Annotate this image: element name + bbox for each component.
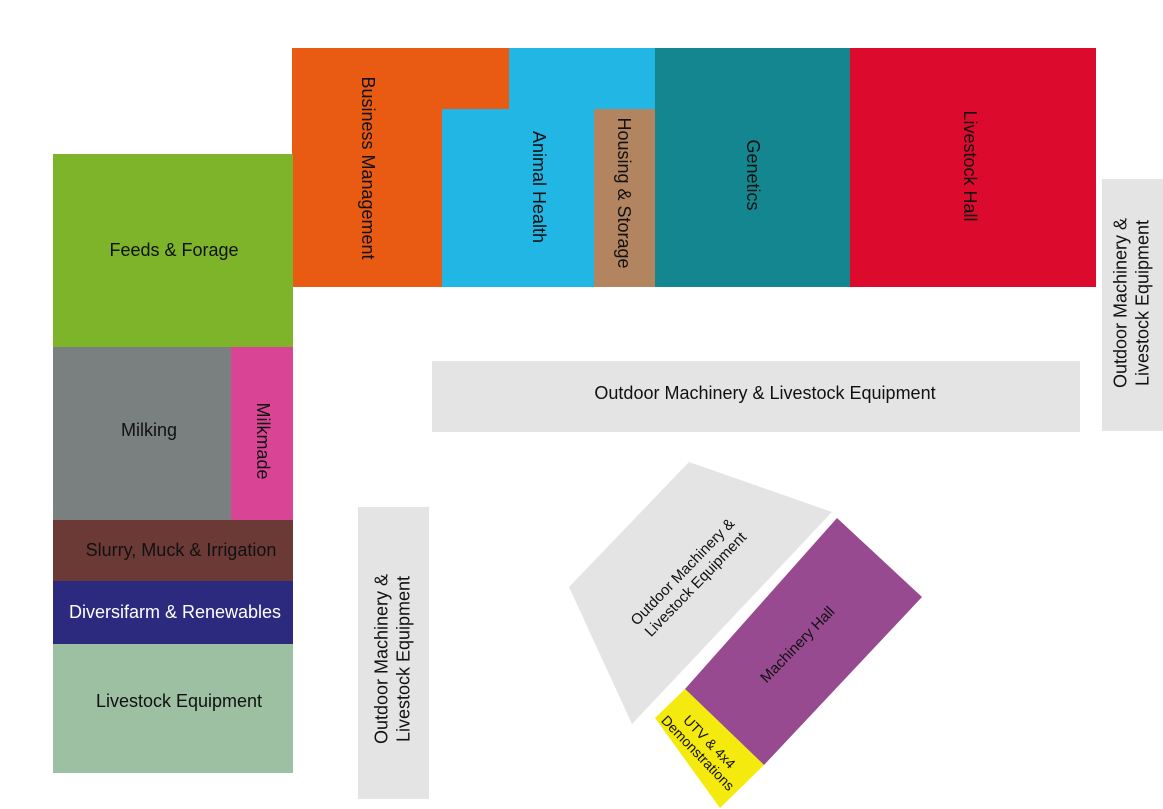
feeds-forage-zone[interactable]: Feeds & Forage: [53, 154, 293, 347]
utv-demonstrations-zone[interactable]: [655, 689, 764, 808]
outdoor-machinery-right-zone[interactable]: Outdoor Machinery & Livestock Equipment: [1102, 179, 1163, 431]
diversifarm-label: Diversifarm & Renewables: [68, 602, 282, 623]
genetics-zone[interactable]: Genetics: [655, 48, 851, 287]
milking-label: Milking: [120, 420, 178, 441]
animal-health-zone-lower[interactable]: Animal Health: [442, 109, 595, 287]
outdoor-machinery-left-zone[interactable]: Outdoor Machinery & Livestock Equipment: [358, 507, 429, 799]
feeds-forage-label: Feeds & Forage: [109, 240, 239, 261]
milkmade-zone[interactable]: Milkmade: [231, 347, 293, 521]
livestock-hall-zone[interactable]: Livestock Hall: [850, 48, 1096, 287]
animal-health-zone[interactable]: [509, 48, 656, 111]
outdoor-machinery-center-zone[interactable]: Outdoor Machinery & Livestock Equipment: [432, 361, 1080, 432]
livestock-equipment-zone[interactable]: Livestock Equipment: [53, 644, 293, 773]
housing-storage-zone[interactable]: Housing & Storage: [594, 109, 656, 287]
outdoor-machinery-diagonal-zone[interactable]: [569, 462, 832, 724]
machinery-hall-zone[interactable]: [685, 518, 922, 765]
outdoor-machinery-center-label: Outdoor Machinery & Livestock Equipment: [594, 383, 936, 404]
livestock-equipment-label: Livestock Equipment: [95, 691, 263, 712]
milking-zone[interactable]: Milking: [53, 347, 232, 521]
slurry-label: Slurry, Muck & Irrigation: [85, 540, 277, 561]
diversifarm-zone[interactable]: Diversifarm & Renewables: [53, 581, 293, 645]
slurry-zone[interactable]: Slurry, Muck & Irrigation: [53, 520, 293, 582]
